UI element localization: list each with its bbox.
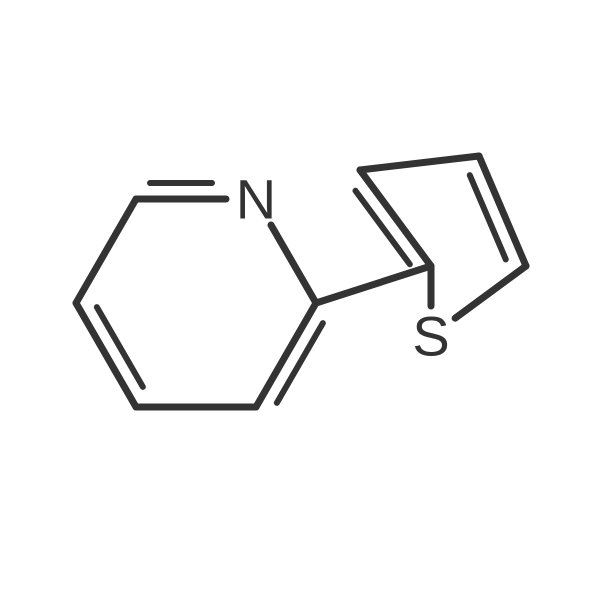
bond-line (455, 266, 526, 318)
atom-label-n: N (236, 168, 276, 231)
molecule-diagram: NS (0, 0, 600, 600)
bond-line (316, 266, 431, 303)
bond-line (360, 156, 479, 170)
bond-line (271, 225, 316, 303)
atom-label-s: S (412, 305, 449, 368)
bond-line (76, 199, 136, 303)
bond-line (360, 170, 431, 266)
bond-line (470, 175, 506, 259)
